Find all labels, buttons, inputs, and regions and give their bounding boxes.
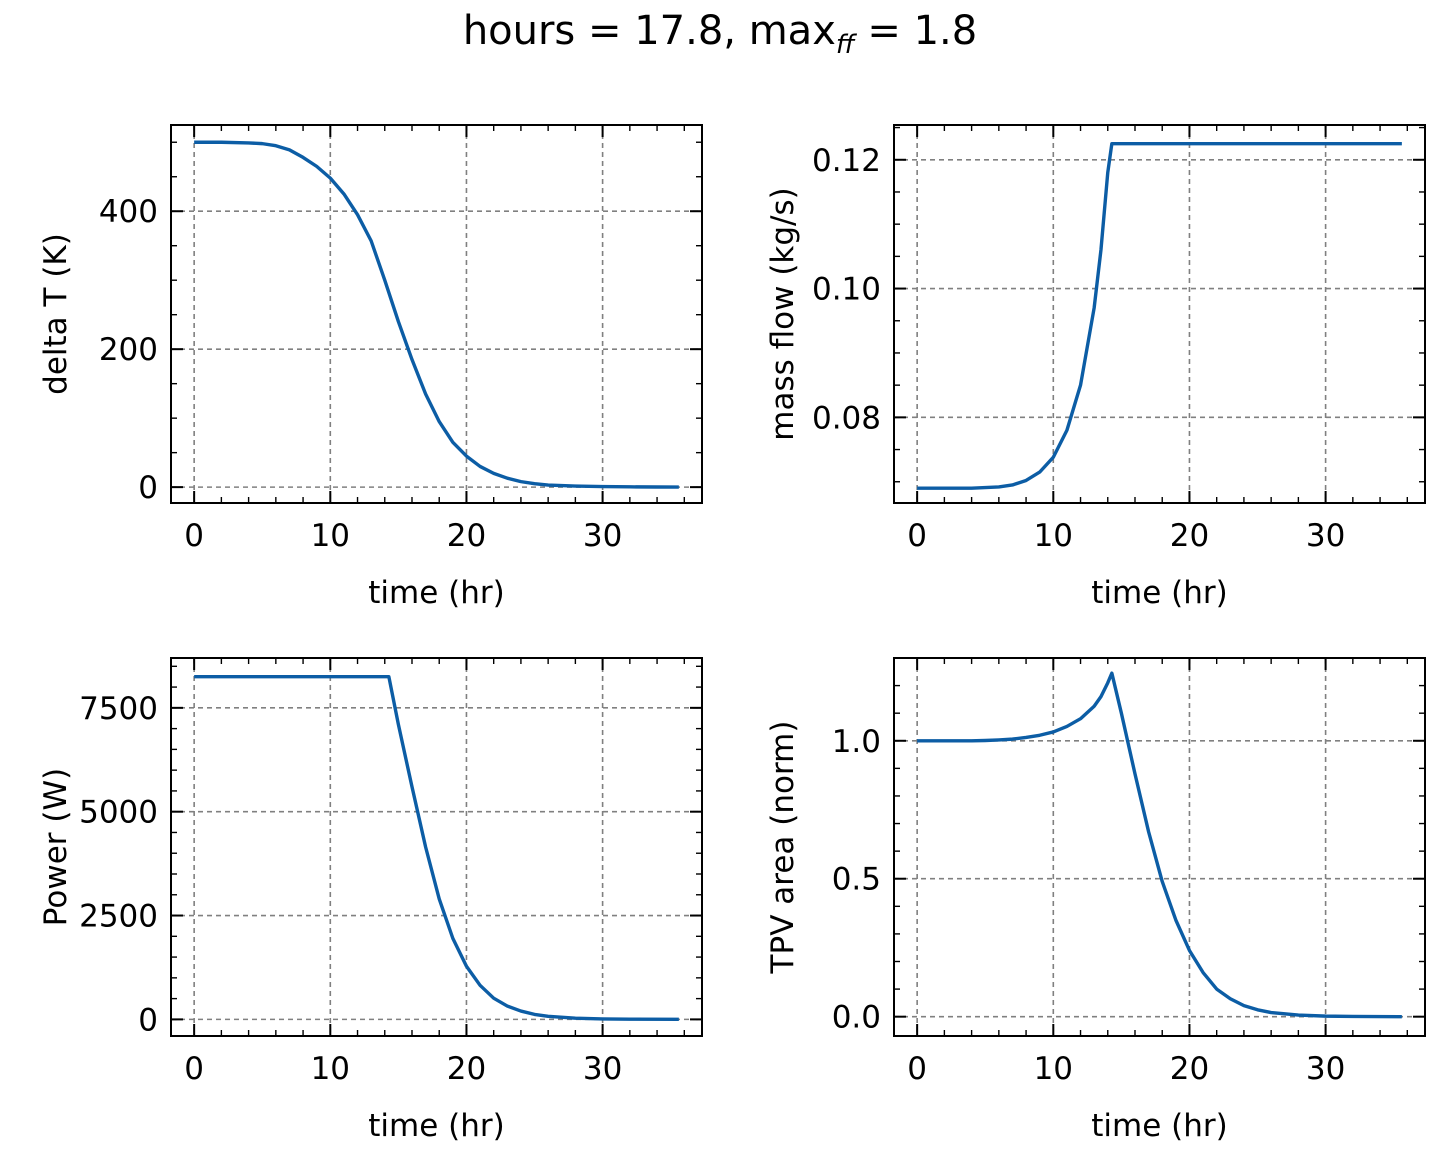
x-axis-label: time (hr) [1091, 575, 1227, 611]
series-line-delta-t [194, 140, 679, 489]
x-axis-label: time (hr) [368, 575, 504, 611]
x-tick-label: 0 [907, 518, 927, 554]
x-tick-label: 20 [447, 518, 486, 554]
x-tick-label: 10 [311, 1051, 350, 1087]
figure-title: hours = 17.8, maxff = 1.8 [0, 8, 1440, 60]
y-tick-label: 5000 [79, 795, 158, 831]
x-axis-label: time (hr) [368, 1108, 504, 1144]
y-tick-label: 0.12 [812, 143, 881, 179]
y-axis-label: delta T (K) [38, 233, 74, 395]
y-axis-label: mass flow (kg/s) [765, 187, 801, 440]
x-tick-label: 20 [1170, 1051, 1209, 1087]
y-tick-label: 0.10 [812, 272, 881, 308]
y-tick-label: 400 [99, 194, 158, 230]
y-tick-label: 200 [99, 332, 158, 368]
x-tick-label: 0 [907, 1051, 927, 1087]
series-line-power [194, 674, 679, 1022]
y-tick-label: 0.08 [812, 400, 881, 436]
plot-frame [893, 124, 1426, 504]
x-axis-label: time (hr) [1091, 1108, 1227, 1144]
x-tick-label: 10 [1034, 1051, 1073, 1087]
figure-title-main: hours = 17.8, max [462, 8, 836, 54]
x-tick-label: 20 [1170, 518, 1209, 554]
y-axis-label: Power (W) [38, 768, 74, 926]
x-tick-label: 30 [583, 518, 622, 554]
chart-panel-mass-flow: 0 10 20 30 0.08 0.10 0.12 time (hr) mass flow (k… [765, 124, 1426, 611]
plot-frame [170, 657, 703, 1037]
series-line-tpv-area [917, 671, 1402, 1019]
y-tick-label: 7500 [79, 691, 158, 727]
y-tick-label: 2500 [79, 899, 158, 935]
x-tick-label: 10 [1034, 518, 1073, 554]
x-tick-label: 30 [1306, 1051, 1345, 1087]
x-tick-label: 30 [583, 1051, 622, 1087]
chart-panel-power: 0 10 20 30 0 2500 5000 7500 time (hr) Power (W) [38, 657, 703, 1144]
y-axis-label: TPV area (norm) [765, 721, 801, 975]
y-tick-label: 0.5 [832, 862, 881, 898]
figure-title-tail: = 1.8 [854, 8, 978, 54]
plot-frame [170, 124, 703, 504]
y-tick-label: 0 [138, 470, 158, 506]
x-tick-label: 30 [1306, 518, 1345, 554]
y-tick-label: 1.0 [832, 724, 881, 760]
chart-panel-tpv-area: 0 10 20 30 0.0 0.5 1.0 time (hr) TPV area (norm) [765, 657, 1426, 1144]
plot-frame [893, 657, 1426, 1037]
chart-panel-delta-t: 0 10 20 30 0 200 400 time (hr) delta T (K) [38, 124, 703, 611]
x-tick-label: 20 [447, 1051, 486, 1087]
y-tick-label: 0 [138, 1002, 158, 1038]
figure-title-subscript: ff [835, 30, 855, 60]
x-tick-label: 0 [184, 1051, 204, 1087]
y-tick-label: 0.0 [832, 1000, 881, 1036]
series-line-mass-flow [917, 141, 1402, 490]
x-tick-label: 0 [184, 518, 204, 554]
x-tick-label: 10 [311, 518, 350, 554]
